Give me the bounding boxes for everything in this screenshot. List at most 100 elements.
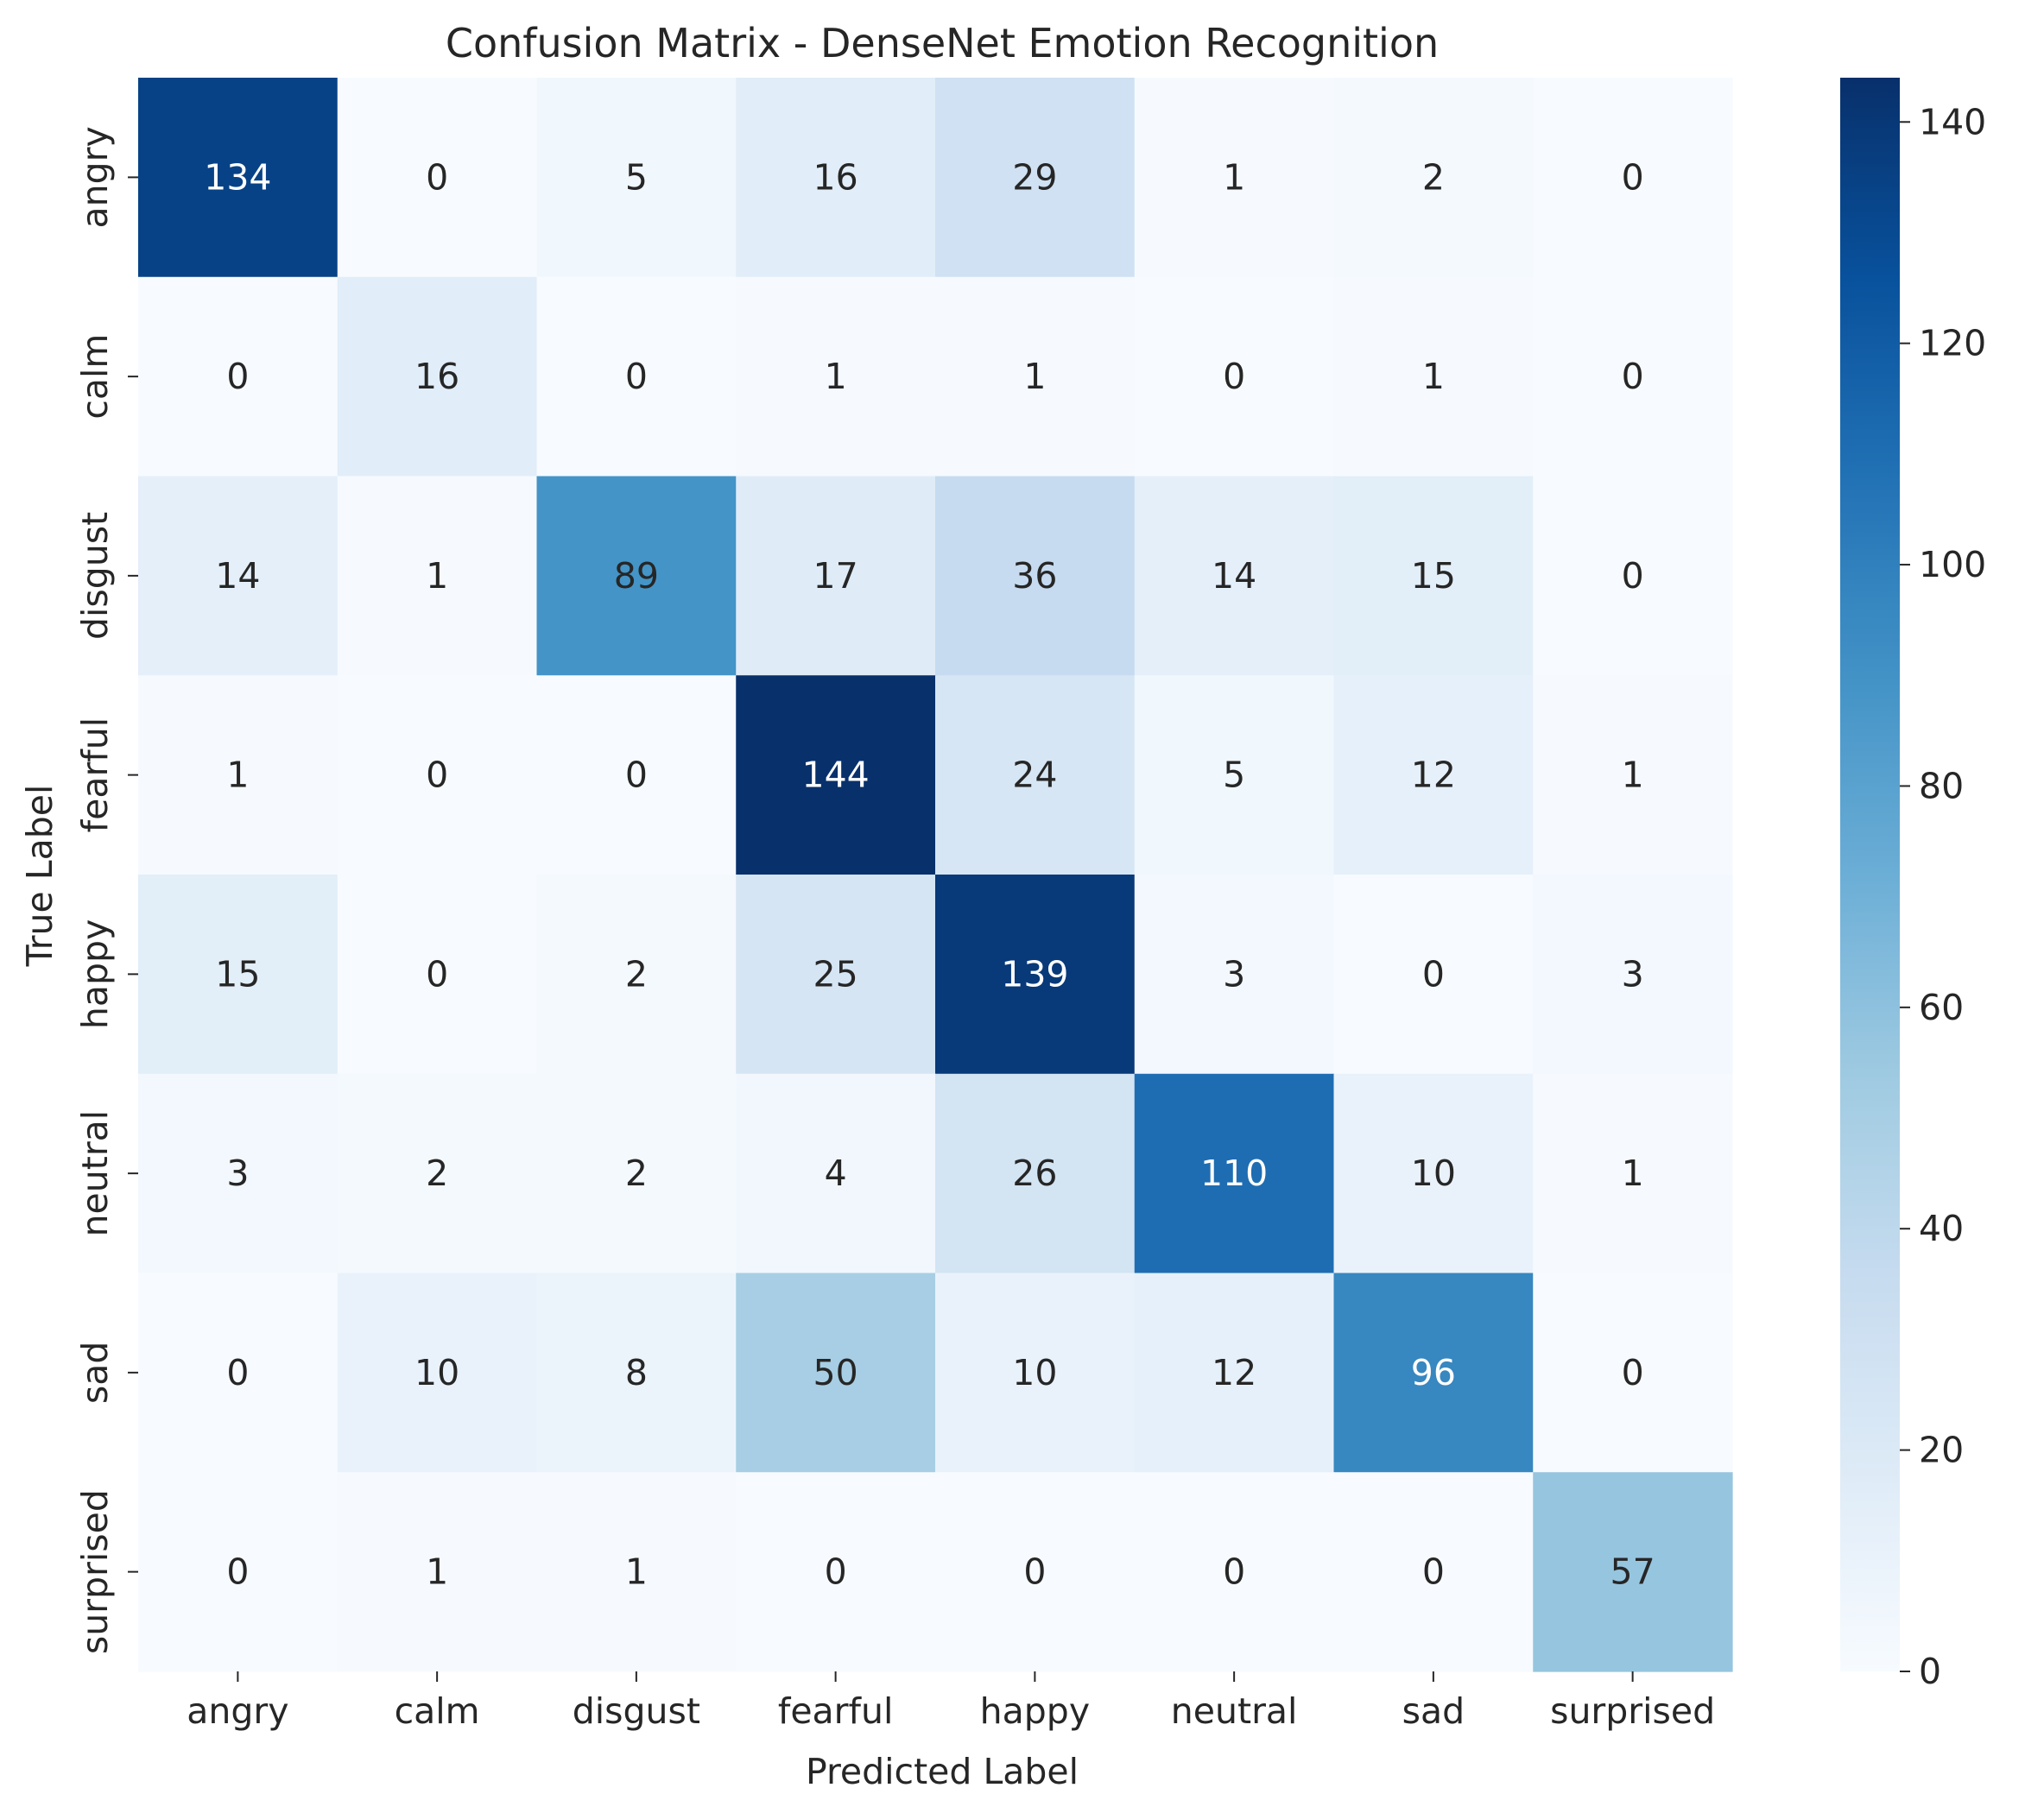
cell-value-label: 24 (1012, 755, 1057, 796)
heatmap-cell (1333, 675, 1534, 875)
cell-value-label: 57 (1611, 1551, 1655, 1593)
x-tick-label: neutral (1171, 1690, 1298, 1732)
cell-value-label: 1 (426, 555, 448, 597)
cell-value-label: 10 (1411, 1153, 1456, 1194)
heatmap-cell (1333, 476, 1534, 676)
cell-value-label: 3 (226, 1153, 249, 1194)
heatmap-cell (1533, 276, 1733, 477)
heatmap-cell (1333, 78, 1534, 278)
cell-value-label: 2 (625, 953, 648, 995)
heatmap-cell (736, 1273, 936, 1473)
heatmap-cell (1134, 276, 1335, 477)
heatmap-cell (1333, 1073, 1534, 1274)
heatmap-cell (337, 78, 538, 278)
cell-value-label: 0 (1023, 1551, 1046, 1593)
cell-value-label: 3 (1223, 953, 1245, 995)
cell-value-label: 10 (414, 1352, 459, 1393)
cell-value-label: 15 (215, 953, 260, 995)
colorbar-tick-label: 40 (1919, 1208, 1964, 1249)
x-tick-label: disgust (573, 1690, 700, 1732)
heatmap-cell (1333, 276, 1534, 477)
cell-value-label: 0 (1223, 356, 1245, 397)
cell-value-label: 5 (625, 156, 648, 198)
cell-value-label: 0 (226, 1352, 249, 1393)
heatmap-cell (138, 476, 339, 676)
cell-value-label: 14 (215, 555, 260, 597)
x-tick-label: surprised (1550, 1690, 1715, 1732)
cell-value-label: 0 (1622, 555, 1644, 597)
heatmap-cell (536, 675, 737, 875)
cell-value-label: 2 (426, 1153, 448, 1194)
x-axis-label: Predicted Label (806, 1751, 1079, 1792)
heatmap-cell (138, 276, 339, 477)
heatmap-cell (536, 1273, 737, 1473)
heatmap-cell (935, 476, 1136, 676)
colorbar-tick-label: 120 (1919, 323, 1986, 364)
cell-value-label: 0 (426, 156, 448, 198)
y-tick-label: happy (74, 919, 116, 1029)
cell-value-label: 1 (1023, 356, 1046, 397)
x-tick-label: calm (395, 1690, 480, 1732)
cell-value-label: 144 (801, 755, 869, 796)
heatmap-cell (138, 875, 339, 1075)
cell-value-label: 0 (1422, 953, 1445, 995)
cell-value-label: 12 (1212, 1352, 1256, 1393)
heatmap-cell (1533, 875, 1733, 1075)
heatmap-cell (536, 78, 737, 278)
heatmap-cell (138, 78, 339, 278)
heatmap-cell (337, 1073, 538, 1274)
heatmap-cell (337, 875, 538, 1075)
heatmap-cell (337, 1472, 538, 1672)
y-tick-label: sad (74, 1342, 116, 1405)
cell-value-label: 0 (1622, 156, 1644, 198)
cell-value-label: 0 (426, 953, 448, 995)
cell-value-label: 134 (204, 156, 271, 198)
heatmap-cell (1533, 675, 1733, 875)
cell-value-label: 5 (1223, 755, 1245, 796)
cell-value-label: 12 (1411, 755, 1456, 796)
heatmap-cell (1533, 1073, 1733, 1274)
heatmap-cell (337, 276, 538, 477)
cell-value-label: 0 (1422, 1551, 1445, 1593)
colorbar: 0 20 40 60 80 100 120 140 (1840, 78, 1986, 1692)
y-tick-label: surprised (74, 1489, 116, 1654)
x-axis: angry calm disgust fearful happy neutral sad su… (187, 1671, 1715, 1732)
cell-value-label: 14 (1212, 555, 1256, 597)
cell-value-label: 26 (1012, 1153, 1057, 1194)
colorbar-tick-label: 140 (1919, 101, 1986, 142)
heatmap-cell (1134, 1273, 1335, 1473)
cell-value-label: 29 (1012, 156, 1057, 198)
heatmap-cell (1333, 1472, 1534, 1672)
heatmap-cell (736, 1073, 936, 1274)
cell-value-label: 110 (1200, 1153, 1268, 1194)
cell-value-label: 0 (1622, 1352, 1644, 1393)
heatmap-cell (935, 675, 1136, 875)
cell-value-label: 0 (226, 1551, 249, 1593)
heatmap-cell (536, 476, 737, 676)
heatmap-cell (1533, 1273, 1733, 1473)
cell-value-label: 1 (226, 755, 249, 796)
cell-value-label: 36 (1012, 555, 1057, 597)
x-tick-label: sad (1402, 1690, 1465, 1732)
colorbar-tick-label: 60 (1919, 987, 1964, 1028)
colorbar-tick-label: 20 (1919, 1430, 1964, 1471)
cell-value-label: 50 (813, 1352, 858, 1393)
cell-value-label: 2 (625, 1153, 648, 1194)
cell-value-label: 16 (813, 156, 858, 198)
heatmap-cell (1134, 875, 1335, 1075)
cell-value-label: 16 (414, 356, 459, 397)
y-tick-label: angry (74, 126, 116, 228)
cell-value-label: 139 (1001, 953, 1068, 995)
heatmap-cell (736, 675, 936, 875)
heatmap-cell (138, 1273, 339, 1473)
cell-value-label: 1 (625, 1551, 648, 1593)
heatmap-cell (736, 875, 936, 1075)
colorbar-ticks: 0 20 40 60 80 100 120 140 (1900, 101, 1986, 1692)
cell-value-label: 25 (813, 953, 858, 995)
heatmap-cell (1533, 476, 1733, 676)
heatmap-cell (736, 476, 936, 676)
heatmap-cell (1333, 1273, 1534, 1473)
heatmap-cell-labels: 134 0 5 16 29 1 2 00 16 0 1 1 0 1 014 1 89 17 36 14 15 01 0 0 14… (204, 156, 1655, 1592)
cell-value-label: 8 (625, 1352, 648, 1393)
